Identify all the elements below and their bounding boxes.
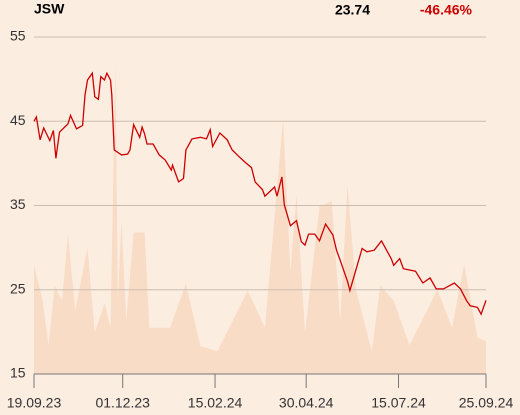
volume-area	[34, 64, 486, 375]
price-change: -46.46%	[420, 2, 473, 18]
chart-title: JSW	[34, 1, 65, 17]
x-tick-label: 30.04.24	[279, 395, 334, 411]
y-tick-label: 55	[10, 28, 26, 44]
y-tick-label: 25	[10, 280, 26, 296]
x-tick-label: 25.09.24	[459, 395, 514, 411]
x-tick-label: 19.09.23	[7, 395, 62, 411]
y-tick-label: 45	[10, 112, 26, 128]
x-tick-label: 01.12.23	[95, 395, 150, 411]
x-tick-label: 15.07.24	[371, 395, 426, 411]
last-price: 23.74	[335, 2, 370, 18]
y-tick-label: 15	[10, 365, 26, 381]
y-tick-label: 35	[10, 196, 26, 212]
x-tick-label: 15.02.24	[188, 395, 243, 411]
price-line	[33, 71, 487, 316]
